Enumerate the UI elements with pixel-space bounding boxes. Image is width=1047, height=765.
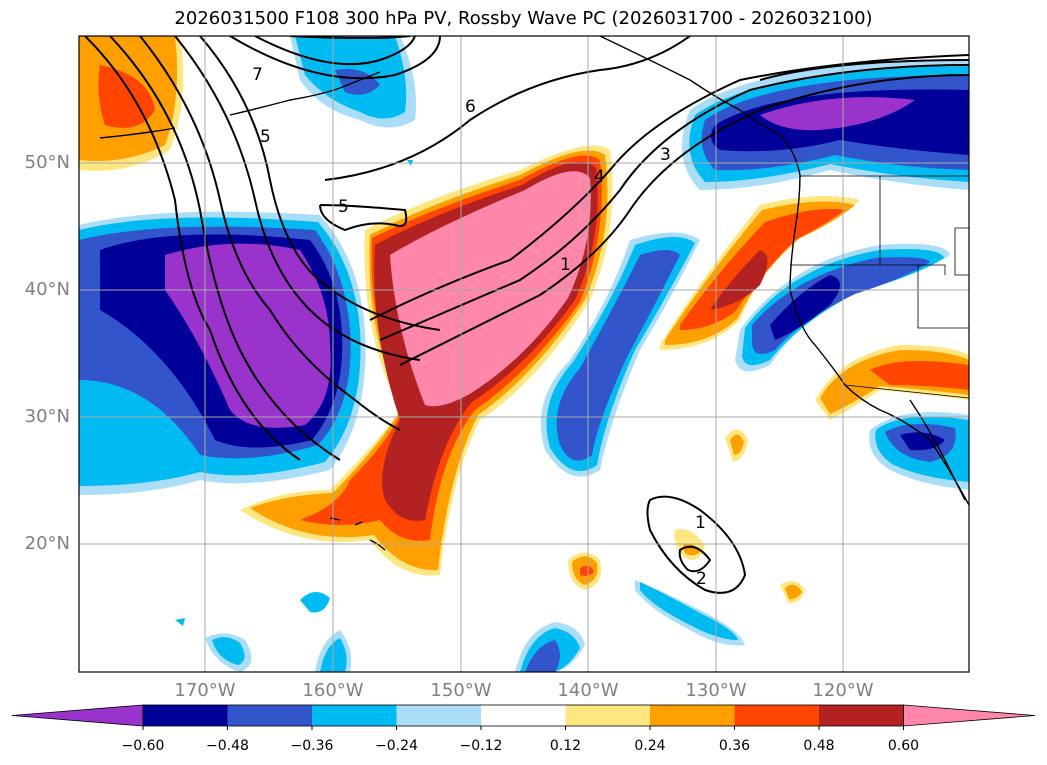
map-frame xyxy=(78,35,970,673)
lon-label: 140°W xyxy=(557,680,619,701)
pv-anomaly-negative xyxy=(300,591,330,613)
colorbar-swatch xyxy=(227,705,313,726)
colorbar-tick-label: 0.24 xyxy=(634,738,666,754)
lon-label: 120°W xyxy=(812,680,874,701)
colorbar-tick-label: 0.36 xyxy=(718,738,751,754)
colorbar-extend-min xyxy=(11,704,144,727)
lat-label: 50°N xyxy=(24,152,70,173)
contour-label: 5 xyxy=(338,197,349,217)
borders xyxy=(790,175,969,399)
colorbar-swatch xyxy=(481,705,566,726)
contour-label: 1 xyxy=(560,255,571,275)
lon-label: 160°W xyxy=(302,680,364,701)
map-title: 2026031500 F108 300 hPa PV, Rossby Wave … xyxy=(174,8,873,29)
contour-label: 5 xyxy=(260,127,271,147)
colorbar-tick-label: −0.24 xyxy=(375,738,418,754)
colorbar-tick-label: 0.48 xyxy=(803,738,835,754)
map-fills xyxy=(79,36,969,672)
lon-label: 150°W xyxy=(430,680,492,701)
colorbar-tick-label: −0.60 xyxy=(121,738,165,754)
colorbar-swatch xyxy=(312,705,397,726)
colorbar-tick-label: 0.60 xyxy=(887,738,920,754)
colorbar-extend-max xyxy=(903,704,1036,727)
lon-label: 170°W xyxy=(174,680,236,701)
contour-label: 3 xyxy=(660,145,671,165)
contour-label: 7 xyxy=(252,65,263,85)
colorbar-tick-label: −0.12 xyxy=(459,738,503,754)
colorbar-swatch xyxy=(565,705,651,726)
colorbar-swatch xyxy=(819,705,904,726)
lat-label: 30°N xyxy=(24,406,70,427)
contour-label: 6 xyxy=(465,97,476,117)
colorbar-swatch xyxy=(143,705,228,726)
colorbar xyxy=(11,704,1036,730)
contour-label: 2 xyxy=(696,569,707,589)
gridlines xyxy=(79,36,969,672)
lon-label: 130°W xyxy=(685,680,747,701)
lat-label: 20°N xyxy=(24,533,70,554)
colorbar-tick-label: −0.36 xyxy=(290,738,334,754)
colorbar-tick-label: 0.12 xyxy=(549,738,582,754)
coastlines xyxy=(99,36,969,551)
colorbar-swatch xyxy=(734,705,820,726)
colorbar-swatch xyxy=(650,705,735,726)
lat-label: 40°N xyxy=(24,279,70,300)
colorbar-tick-label: −0.48 xyxy=(206,738,249,754)
contour-label: 1 xyxy=(695,513,706,533)
colorbar-frame xyxy=(142,704,904,727)
contour-label: 4 xyxy=(594,167,605,187)
colorbar-swatch xyxy=(396,705,482,726)
